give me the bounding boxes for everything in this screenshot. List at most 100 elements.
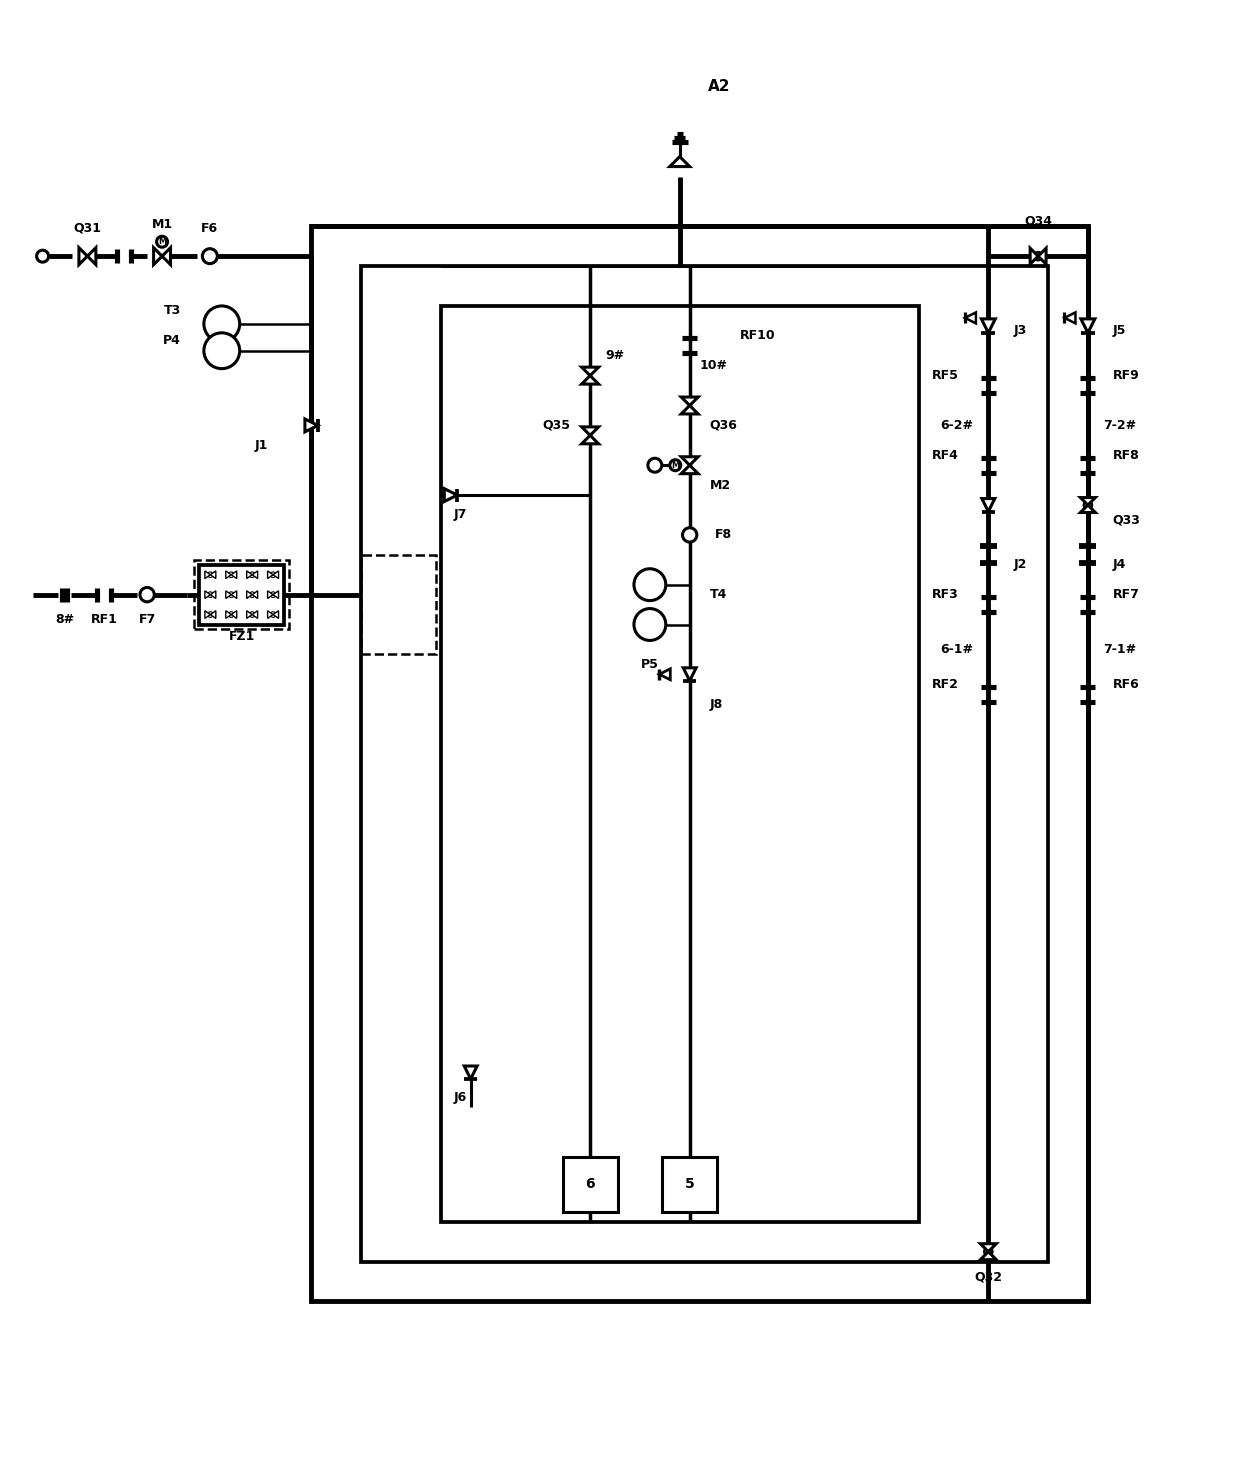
Polygon shape (226, 591, 231, 598)
Bar (195, 560, 289, 629)
Polygon shape (252, 570, 258, 579)
Polygon shape (205, 591, 211, 598)
Polygon shape (79, 248, 87, 265)
Text: J4: J4 (1112, 559, 1126, 572)
Text: Q34: Q34 (1024, 215, 1052, 228)
Text: P4: P4 (164, 335, 181, 348)
Text: RF5: RF5 (931, 368, 959, 382)
Bar (361, 554, 435, 654)
Polygon shape (268, 610, 273, 619)
Text: J2: J2 (1013, 559, 1027, 572)
Circle shape (249, 612, 255, 618)
Polygon shape (268, 570, 273, 579)
Text: T3: T3 (164, 305, 181, 317)
Polygon shape (231, 591, 237, 598)
Bar (200, 565, 284, 625)
Text: RF9: RF9 (1112, 368, 1140, 382)
Polygon shape (670, 156, 689, 167)
Text: FZ1: FZ1 (228, 629, 255, 643)
Circle shape (202, 249, 217, 264)
Text: J5: J5 (1112, 324, 1126, 338)
Polygon shape (252, 610, 258, 619)
Polygon shape (226, 610, 231, 619)
Text: Q31: Q31 (73, 221, 102, 234)
Text: RF3: RF3 (931, 588, 959, 601)
Bar (361, 267, 1048, 1262)
Polygon shape (231, 570, 237, 579)
Circle shape (207, 612, 213, 618)
Polygon shape (305, 419, 317, 432)
Circle shape (634, 609, 666, 640)
Circle shape (207, 572, 213, 578)
Circle shape (228, 572, 234, 578)
Text: J7: J7 (454, 509, 467, 522)
Polygon shape (226, 570, 231, 579)
Text: M1: M1 (151, 218, 172, 231)
Polygon shape (231, 610, 237, 619)
Polygon shape (87, 248, 95, 265)
Text: F6: F6 (201, 221, 218, 234)
Circle shape (270, 593, 275, 597)
Circle shape (207, 593, 213, 597)
Circle shape (634, 569, 666, 600)
Polygon shape (681, 405, 698, 414)
Polygon shape (981, 1251, 996, 1260)
Bar (311, 227, 1087, 1302)
Circle shape (37, 251, 48, 262)
Bar (440, 307, 919, 1222)
Circle shape (670, 460, 681, 470)
Circle shape (203, 333, 239, 368)
Polygon shape (273, 570, 279, 579)
Polygon shape (464, 1066, 477, 1079)
Polygon shape (982, 498, 994, 511)
Polygon shape (247, 591, 252, 598)
Text: 9#: 9# (605, 349, 624, 363)
Polygon shape (211, 591, 216, 598)
Polygon shape (211, 570, 216, 579)
Polygon shape (273, 610, 279, 619)
Text: 7-1#: 7-1# (1102, 643, 1136, 656)
Polygon shape (681, 466, 698, 473)
Circle shape (270, 572, 275, 578)
Text: A2: A2 (708, 80, 730, 94)
Text: M: M (671, 461, 680, 470)
Circle shape (156, 236, 167, 248)
Circle shape (228, 612, 234, 618)
Polygon shape (981, 318, 996, 333)
Circle shape (682, 528, 697, 542)
Circle shape (249, 593, 255, 597)
Polygon shape (205, 570, 211, 579)
Text: 7-2#: 7-2# (1102, 419, 1136, 432)
Text: P5: P5 (641, 657, 658, 671)
Polygon shape (268, 591, 273, 598)
Polygon shape (660, 669, 671, 680)
Polygon shape (252, 591, 258, 598)
Polygon shape (1064, 312, 1075, 323)
Polygon shape (1080, 506, 1095, 513)
Circle shape (647, 458, 662, 472)
Text: M: M (157, 237, 166, 246)
Polygon shape (273, 591, 279, 598)
Text: RF6: RF6 (1112, 678, 1140, 691)
Text: 6: 6 (585, 1178, 595, 1191)
Circle shape (140, 588, 154, 601)
Polygon shape (247, 570, 252, 579)
Polygon shape (205, 610, 211, 619)
Polygon shape (247, 610, 252, 619)
Polygon shape (211, 610, 216, 619)
Polygon shape (582, 367, 599, 376)
Circle shape (203, 307, 239, 342)
Text: 6-2#: 6-2# (940, 419, 973, 432)
Text: Q35: Q35 (542, 419, 570, 432)
Polygon shape (1081, 318, 1095, 333)
Text: T4: T4 (709, 588, 727, 601)
Polygon shape (1080, 498, 1095, 506)
Bar (662, 1157, 717, 1212)
Circle shape (1084, 501, 1092, 509)
Polygon shape (582, 376, 599, 385)
Polygon shape (965, 312, 976, 323)
Polygon shape (582, 427, 599, 435)
Polygon shape (162, 248, 171, 265)
Polygon shape (683, 668, 696, 681)
Bar (563, 1157, 618, 1212)
